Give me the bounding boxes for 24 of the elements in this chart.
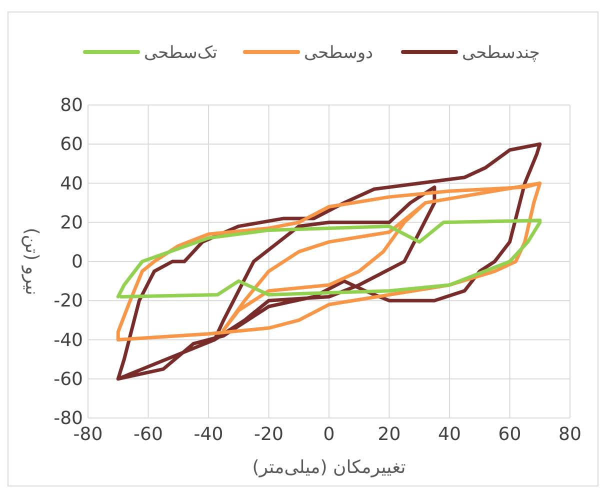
- y-tick-label: 80: [60, 95, 83, 116]
- y-tick-label: 60: [60, 134, 83, 156]
- line-series: [116, 142, 542, 381]
- y-tick-label: 40: [60, 173, 83, 194]
- x-tick-label: -60: [134, 424, 163, 445]
- y-axis-title: نیرو (تن): [21, 228, 42, 296]
- y-tick-label: -60: [54, 368, 83, 390]
- x-tick-label: 80: [558, 424, 582, 445]
- y-tick-label: -40: [54, 330, 83, 351]
- line-series: [116, 218, 542, 298]
- y-tick-label: 20: [60, 212, 83, 234]
- x-tick-label: 0: [323, 424, 335, 445]
- x-tick-label: -40: [194, 424, 224, 445]
- x-axis-title: تغییرمکان (میلی‌متر): [252, 457, 406, 478]
- legend-label: تک‌سطحی: [144, 43, 218, 63]
- x-tick-label: -20: [254, 424, 284, 445]
- legend-label: چندسطحی: [462, 43, 540, 63]
- x-tick-label: 40: [438, 424, 461, 445]
- line-series: [116, 182, 542, 342]
- y-tick-label: -20: [54, 290, 83, 312]
- x-tick-label: 20: [378, 424, 401, 445]
- legend-label: دوسطحی: [304, 43, 374, 63]
- y-tick-label: 0: [72, 252, 83, 272]
- x-tick-label: 60: [498, 424, 522, 445]
